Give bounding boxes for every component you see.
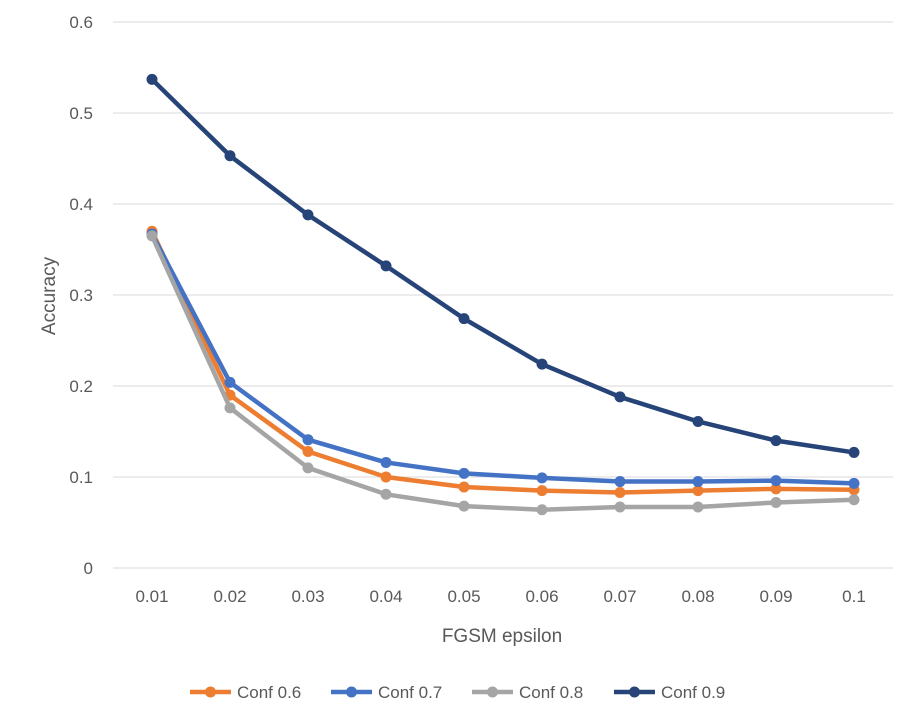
series-1 bbox=[146, 225, 860, 498]
data-point bbox=[380, 260, 392, 272]
series-line bbox=[149, 233, 857, 513]
legend-swatch-marker bbox=[629, 686, 640, 698]
data-point bbox=[692, 485, 704, 497]
x-tick-label: 0.05 bbox=[447, 587, 480, 606]
series-line bbox=[149, 77, 857, 455]
data-point bbox=[146, 73, 158, 85]
series-3 bbox=[146, 230, 860, 516]
legend-item: Conf 0.7 bbox=[331, 683, 442, 702]
data-point bbox=[146, 230, 158, 242]
series-2 bbox=[146, 228, 860, 489]
x-tick-label: 0.04 bbox=[369, 587, 402, 606]
y-tick-label: 0.6 bbox=[69, 13, 93, 32]
data-point bbox=[302, 209, 314, 221]
legend-item: Conf 0.8 bbox=[472, 683, 583, 702]
data-point bbox=[848, 494, 860, 506]
legend: Conf 0.6 Conf 0.7 Conf 0.8 Conf 0.9 bbox=[190, 683, 725, 702]
data-point bbox=[770, 483, 782, 495]
y-axis-title: Accuracy bbox=[39, 256, 60, 335]
legend-swatch-marker bbox=[487, 686, 498, 698]
x-axis-ticks: 0.01 0.02 0.03 0.04 0.05 0.06 0.07 0.08 0.09 0.1 bbox=[135, 587, 865, 606]
data-point bbox=[458, 313, 470, 325]
y-tick-label: 0.5 bbox=[69, 104, 93, 123]
data-point bbox=[614, 501, 626, 513]
y-axis-ticks: 0 0.1 0.2 0.3 0.4 0.5 0.6 bbox=[69, 13, 93, 578]
x-tick-label: 0.03 bbox=[291, 587, 324, 606]
data-point bbox=[770, 496, 782, 508]
data-point bbox=[536, 472, 548, 484]
data-point bbox=[614, 476, 626, 488]
y-tick-label: 0.2 bbox=[69, 377, 93, 396]
data-point bbox=[770, 475, 782, 487]
series-4 bbox=[146, 73, 860, 458]
legend-swatch-marker bbox=[205, 686, 216, 698]
data-point bbox=[848, 446, 860, 458]
data-point bbox=[614, 486, 626, 498]
data-point bbox=[380, 471, 392, 483]
data-point bbox=[458, 500, 470, 512]
x-tick-label: 0.02 bbox=[213, 587, 246, 606]
y-tick-label: 0.1 bbox=[69, 468, 93, 487]
data-point bbox=[224, 402, 236, 414]
series-layer bbox=[146, 73, 860, 516]
legend-label: Conf 0.8 bbox=[519, 683, 583, 702]
data-point bbox=[848, 477, 860, 489]
data-point bbox=[302, 434, 314, 446]
data-point bbox=[380, 488, 392, 500]
x-tick-label: 0.08 bbox=[681, 587, 714, 606]
data-point bbox=[224, 150, 236, 162]
legend-label: Conf 0.9 bbox=[661, 683, 725, 702]
data-point bbox=[770, 435, 782, 447]
data-point bbox=[692, 476, 704, 488]
data-point bbox=[692, 501, 704, 513]
data-point bbox=[302, 462, 314, 474]
x-tick-label: 0.1 bbox=[842, 587, 866, 606]
data-point bbox=[458, 481, 470, 493]
data-point bbox=[536, 485, 548, 497]
legend-label: Conf 0.6 bbox=[237, 683, 301, 702]
data-point bbox=[458, 467, 470, 479]
x-tick-label: 0.09 bbox=[759, 587, 792, 606]
series-line bbox=[149, 229, 857, 495]
data-point bbox=[224, 376, 236, 388]
data-point bbox=[614, 391, 626, 403]
x-tick-label: 0.01 bbox=[135, 587, 168, 606]
data-point bbox=[692, 415, 704, 427]
y-tick-label: 0 bbox=[84, 559, 93, 578]
data-point bbox=[536, 358, 548, 370]
gridlines bbox=[113, 21, 893, 569]
y-tick-label: 0.4 bbox=[69, 195, 93, 214]
data-point bbox=[302, 446, 314, 458]
legend-swatch-marker bbox=[346, 686, 357, 698]
x-tick-label: 0.06 bbox=[525, 587, 558, 606]
y-tick-label: 0.3 bbox=[69, 286, 93, 305]
x-axis-title: FGSM epsilon bbox=[442, 626, 562, 647]
x-tick-label: 0.07 bbox=[603, 587, 636, 606]
legend-item: Conf 0.9 bbox=[614, 683, 725, 702]
legend-label: Conf 0.7 bbox=[378, 683, 442, 702]
legend-item: Conf 0.6 bbox=[190, 683, 301, 702]
data-point bbox=[380, 456, 392, 468]
data-point bbox=[536, 504, 548, 516]
series-line bbox=[149, 231, 857, 486]
